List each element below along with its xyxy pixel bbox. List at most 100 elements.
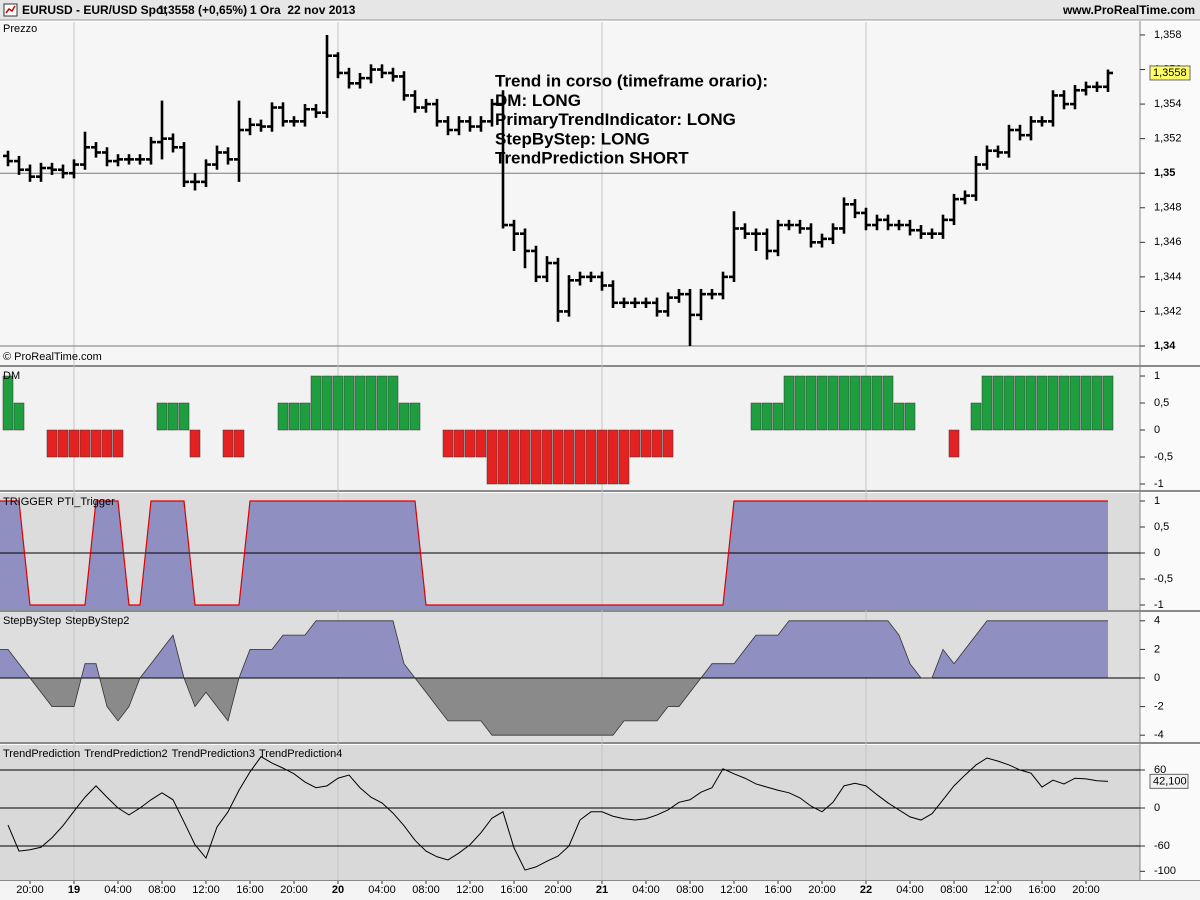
last-value-label: 42,100 [1153,775,1187,787]
x-tick-label: 08:00 [676,884,704,896]
bar [827,375,839,431]
bar [860,375,872,431]
x-tick-label: 12:00 [984,884,1012,896]
bar [376,375,388,431]
bar [585,429,597,485]
annotation-line: PrimaryTrendIndicator: LONG [495,110,736,129]
bar [574,429,586,485]
last-value-label: 1,3558 [1153,67,1187,79]
bar [651,429,663,458]
bar [794,375,806,431]
bar [409,402,421,431]
y-tick-label: 1,34 [1154,340,1176,352]
bar [563,429,575,485]
series-name: TrendPrediction4 [259,748,342,760]
series-name: TrendPrediction3 [172,748,255,760]
y-tick-label: -60 [1154,840,1170,852]
y-tick-label: -0,5 [1154,573,1173,585]
bar [838,375,850,431]
step-line [0,620,1108,736]
y-tick-label: 60 [1154,764,1166,776]
bar [618,429,630,485]
bar [805,375,817,431]
bar [497,429,509,485]
x-tick-label: 20:00 [544,884,572,896]
bar [46,429,58,458]
y-tick-label: 0 [1154,424,1160,436]
x-tick-label: 12:00 [456,884,484,896]
bar [68,429,80,458]
y-tick-label: 0 [1154,802,1160,814]
bar [398,402,410,431]
bar [508,429,520,485]
bar [772,402,784,431]
bar [343,375,355,431]
axis-background [1140,367,1200,490]
series-name: TRIGGER [3,496,53,508]
x-tick-label: 20:00 [1072,884,1100,896]
y-tick-label: 1,346 [1154,236,1182,248]
bar [1058,375,1070,431]
y-tick-label: 0,5 [1154,521,1169,533]
bar [1036,375,1048,431]
bar [288,402,300,431]
axis-background [1140,493,1200,610]
bar [1014,375,1026,431]
bar [1047,375,1059,431]
series-name: StepByStep [3,615,61,627]
bar [750,402,762,431]
bar [607,429,619,485]
bar [2,375,14,431]
annotation-line: DM: LONG [495,91,581,110]
x-tick-label: 16:00 [500,884,528,896]
credit: © ProRealTime.com [3,351,102,363]
annotation-line: Trend in corso (timeframe orario): [495,71,768,90]
y-tick-label: 1,354 [1154,98,1182,110]
bar [882,375,894,431]
x-tick-label: 08:00 [148,884,176,896]
x-tick-label: 12:00 [192,884,220,896]
bar [332,375,344,431]
bar [816,375,828,431]
bar [970,402,982,431]
y-tick-label: 2 [1154,643,1160,655]
x-tick-label: 20:00 [280,884,308,896]
site-link[interactable]: www.ProRealTime.com [1062,3,1195,17]
bar [310,375,322,431]
x-tick-label: 21 [596,884,608,896]
x-tick-label: 04:00 [104,884,132,896]
bar [233,429,245,458]
x-tick-label: 12:00 [720,884,748,896]
bar [90,429,102,458]
last-value-box [1149,773,1189,789]
x-axis-background [0,881,1200,900]
symbol-icon-glyph [5,5,16,14]
y-tick-label: -100 [1154,865,1176,877]
x-tick-label: 20:00 [808,884,836,896]
axis-background [1140,745,1200,880]
x-tick-label: 16:00 [236,884,264,896]
bar [948,429,960,458]
y-tick-label: -0,5 [1154,451,1173,463]
series-name: DM [3,370,20,382]
y-tick-label: -1 [1154,599,1164,611]
bar [365,375,377,431]
y-tick-label: 1,352 [1154,133,1182,145]
last-value-box [1149,65,1191,81]
bar [13,402,25,431]
bar [1025,375,1037,431]
area-fill [0,501,1108,610]
x-tick-label: 19 [68,884,80,896]
bar [662,429,674,458]
bar [486,429,498,485]
period: 1 Ora 22 nov 2013 [250,3,356,17]
bar [156,402,168,431]
symbol: EURUSD - EUR/USD Spot [22,3,167,17]
bar [849,375,861,431]
bar [79,429,91,458]
x-tick-label: 16:00 [764,884,792,896]
y-tick-label: 1,35 [1154,167,1175,179]
bar [783,375,795,431]
x-tick-label: 16:00 [1028,884,1056,896]
